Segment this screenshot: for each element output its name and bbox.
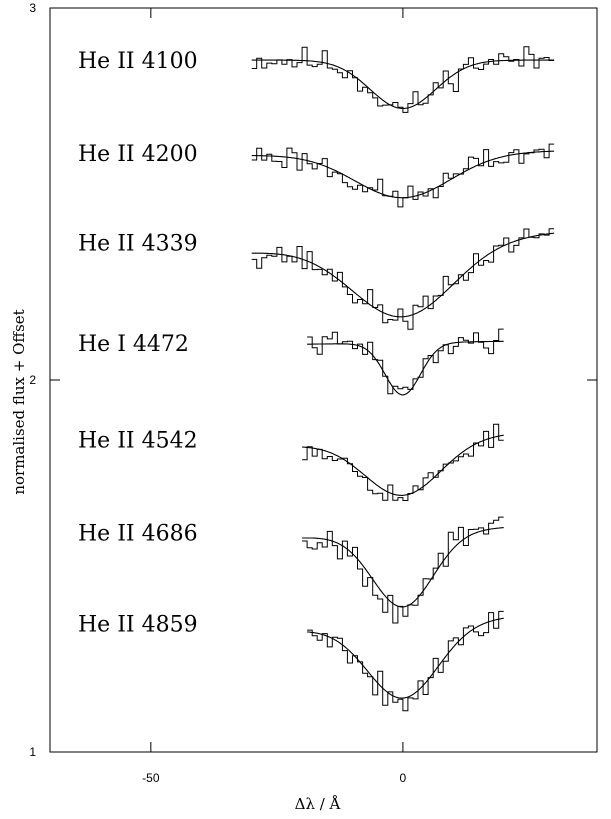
x-tick-label: -50 <box>142 771 160 785</box>
spectrum-3: He II 4339 <box>78 228 555 330</box>
line-label: He II 4686 <box>78 522 198 547</box>
plot-frame <box>49 7 598 753</box>
axes: 1 2 3 -50 0 <box>29 1 598 785</box>
observed-spectrum <box>251 143 555 208</box>
model-fit <box>307 617 504 699</box>
spectrum-5: He II 4542 <box>78 423 504 501</box>
x-tick-label: 0 <box>400 771 407 785</box>
line-label: He II 4100 <box>78 49 198 74</box>
observed-spectrum <box>302 516 504 624</box>
line-label: He II 4859 <box>78 613 198 638</box>
spectrum-2: He II 4200 <box>78 142 555 208</box>
y-tick-label: 1 <box>29 745 36 759</box>
x-axis-label: Δλ / Å <box>295 795 341 813</box>
plot-area: He II 4100 He II 4200 He II 4339 He I 4472 H… <box>78 46 555 712</box>
observed-spectrum <box>302 423 504 501</box>
observed-spectrum <box>251 46 555 113</box>
model-fit <box>251 150 555 199</box>
spectrum-4: He I 4472 <box>78 328 504 396</box>
spectrum-1: He II 4100 <box>78 46 555 113</box>
model-fit <box>251 232 555 318</box>
model-fit <box>302 527 504 608</box>
observed-spectrum <box>251 228 555 330</box>
y-tick-label: 2 <box>29 373 36 387</box>
line-label: He I 4472 <box>78 332 189 357</box>
line-label: He II 4200 <box>78 142 198 167</box>
y-tick-label: 3 <box>29 1 36 15</box>
model-fit <box>307 340 504 396</box>
line-label: He II 4339 <box>78 231 198 256</box>
model-fit <box>302 434 504 496</box>
observed-spectrum <box>307 328 504 395</box>
observed-spectrum <box>307 610 504 712</box>
spectrum-6: He II 4686 <box>78 516 504 624</box>
model-fit <box>251 59 555 109</box>
line-label: He II 4542 <box>78 429 198 454</box>
y-axis-label: normalised flux + Offset <box>10 309 28 494</box>
spectrum-7: He II 4859 <box>78 610 504 712</box>
